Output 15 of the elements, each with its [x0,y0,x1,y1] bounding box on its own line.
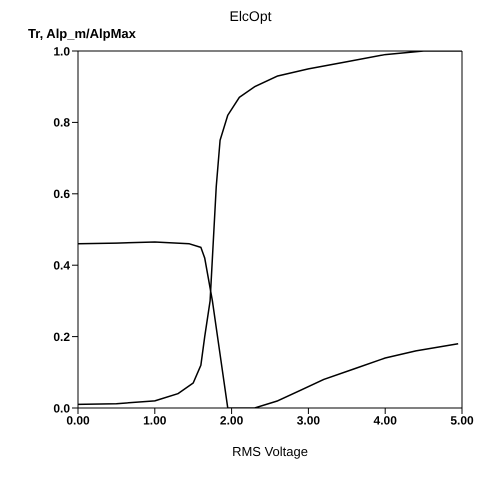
x-tick-label: 4.00 [374,414,398,428]
y-tick-label: 0.4 [53,258,70,272]
x-tick-label: 0.00 [66,414,90,428]
y-axis-title: Tr, Alp_m/AlpMax [28,26,136,41]
x-tick-label: 5.00 [450,414,474,428]
y-tick-label: 0.2 [53,330,70,344]
y-tick-label: 1.0 [53,44,70,58]
y-tick-label: 0.6 [53,187,70,202]
x-tick-label: 2.00 [220,414,244,428]
y-tick-label: 0.8 [53,116,70,130]
x-axis-title: RMS Voltage [232,444,308,459]
chart-title: ElcOpt [229,8,272,24]
y-tick-label: 0.0 [53,401,70,416]
x-tick-label: 1.00 [143,414,167,428]
x-tick-label: 3.00 [296,414,320,428]
